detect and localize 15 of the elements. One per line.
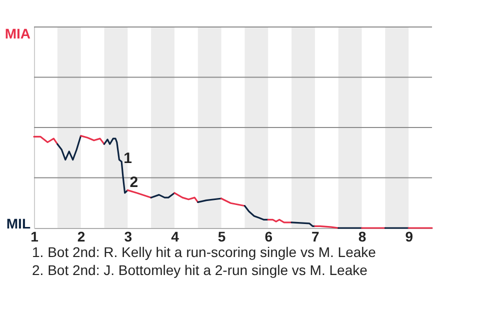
text: 1. Bot 2nd: R. Kelly hit a run-scoring single vs M. Leake bbox=[32, 243, 376, 261]
text: 2. Bot 2nd: J. Bottomley hit a 2-run single vs M. Leake bbox=[32, 261, 368, 279]
x-tick-label: 9 bbox=[405, 228, 414, 244]
text: MIL bbox=[6, 216, 31, 232]
annotation: 1 bbox=[124, 150, 132, 167]
x-tick-label: 7 bbox=[312, 228, 320, 244]
x-tick-label: 1 bbox=[30, 228, 39, 244]
x-tick-label: 6 bbox=[264, 228, 273, 244]
x-tick-label: 2 bbox=[77, 228, 86, 244]
x-tick-label: 4 bbox=[171, 228, 180, 244]
x-tick-label: 5 bbox=[218, 228, 226, 244]
x-tick-label: 8 bbox=[358, 228, 366, 244]
annotation: 2 bbox=[130, 174, 138, 191]
x-tick-label: 3 bbox=[124, 228, 132, 244]
text: MIA bbox=[4, 26, 30, 42]
